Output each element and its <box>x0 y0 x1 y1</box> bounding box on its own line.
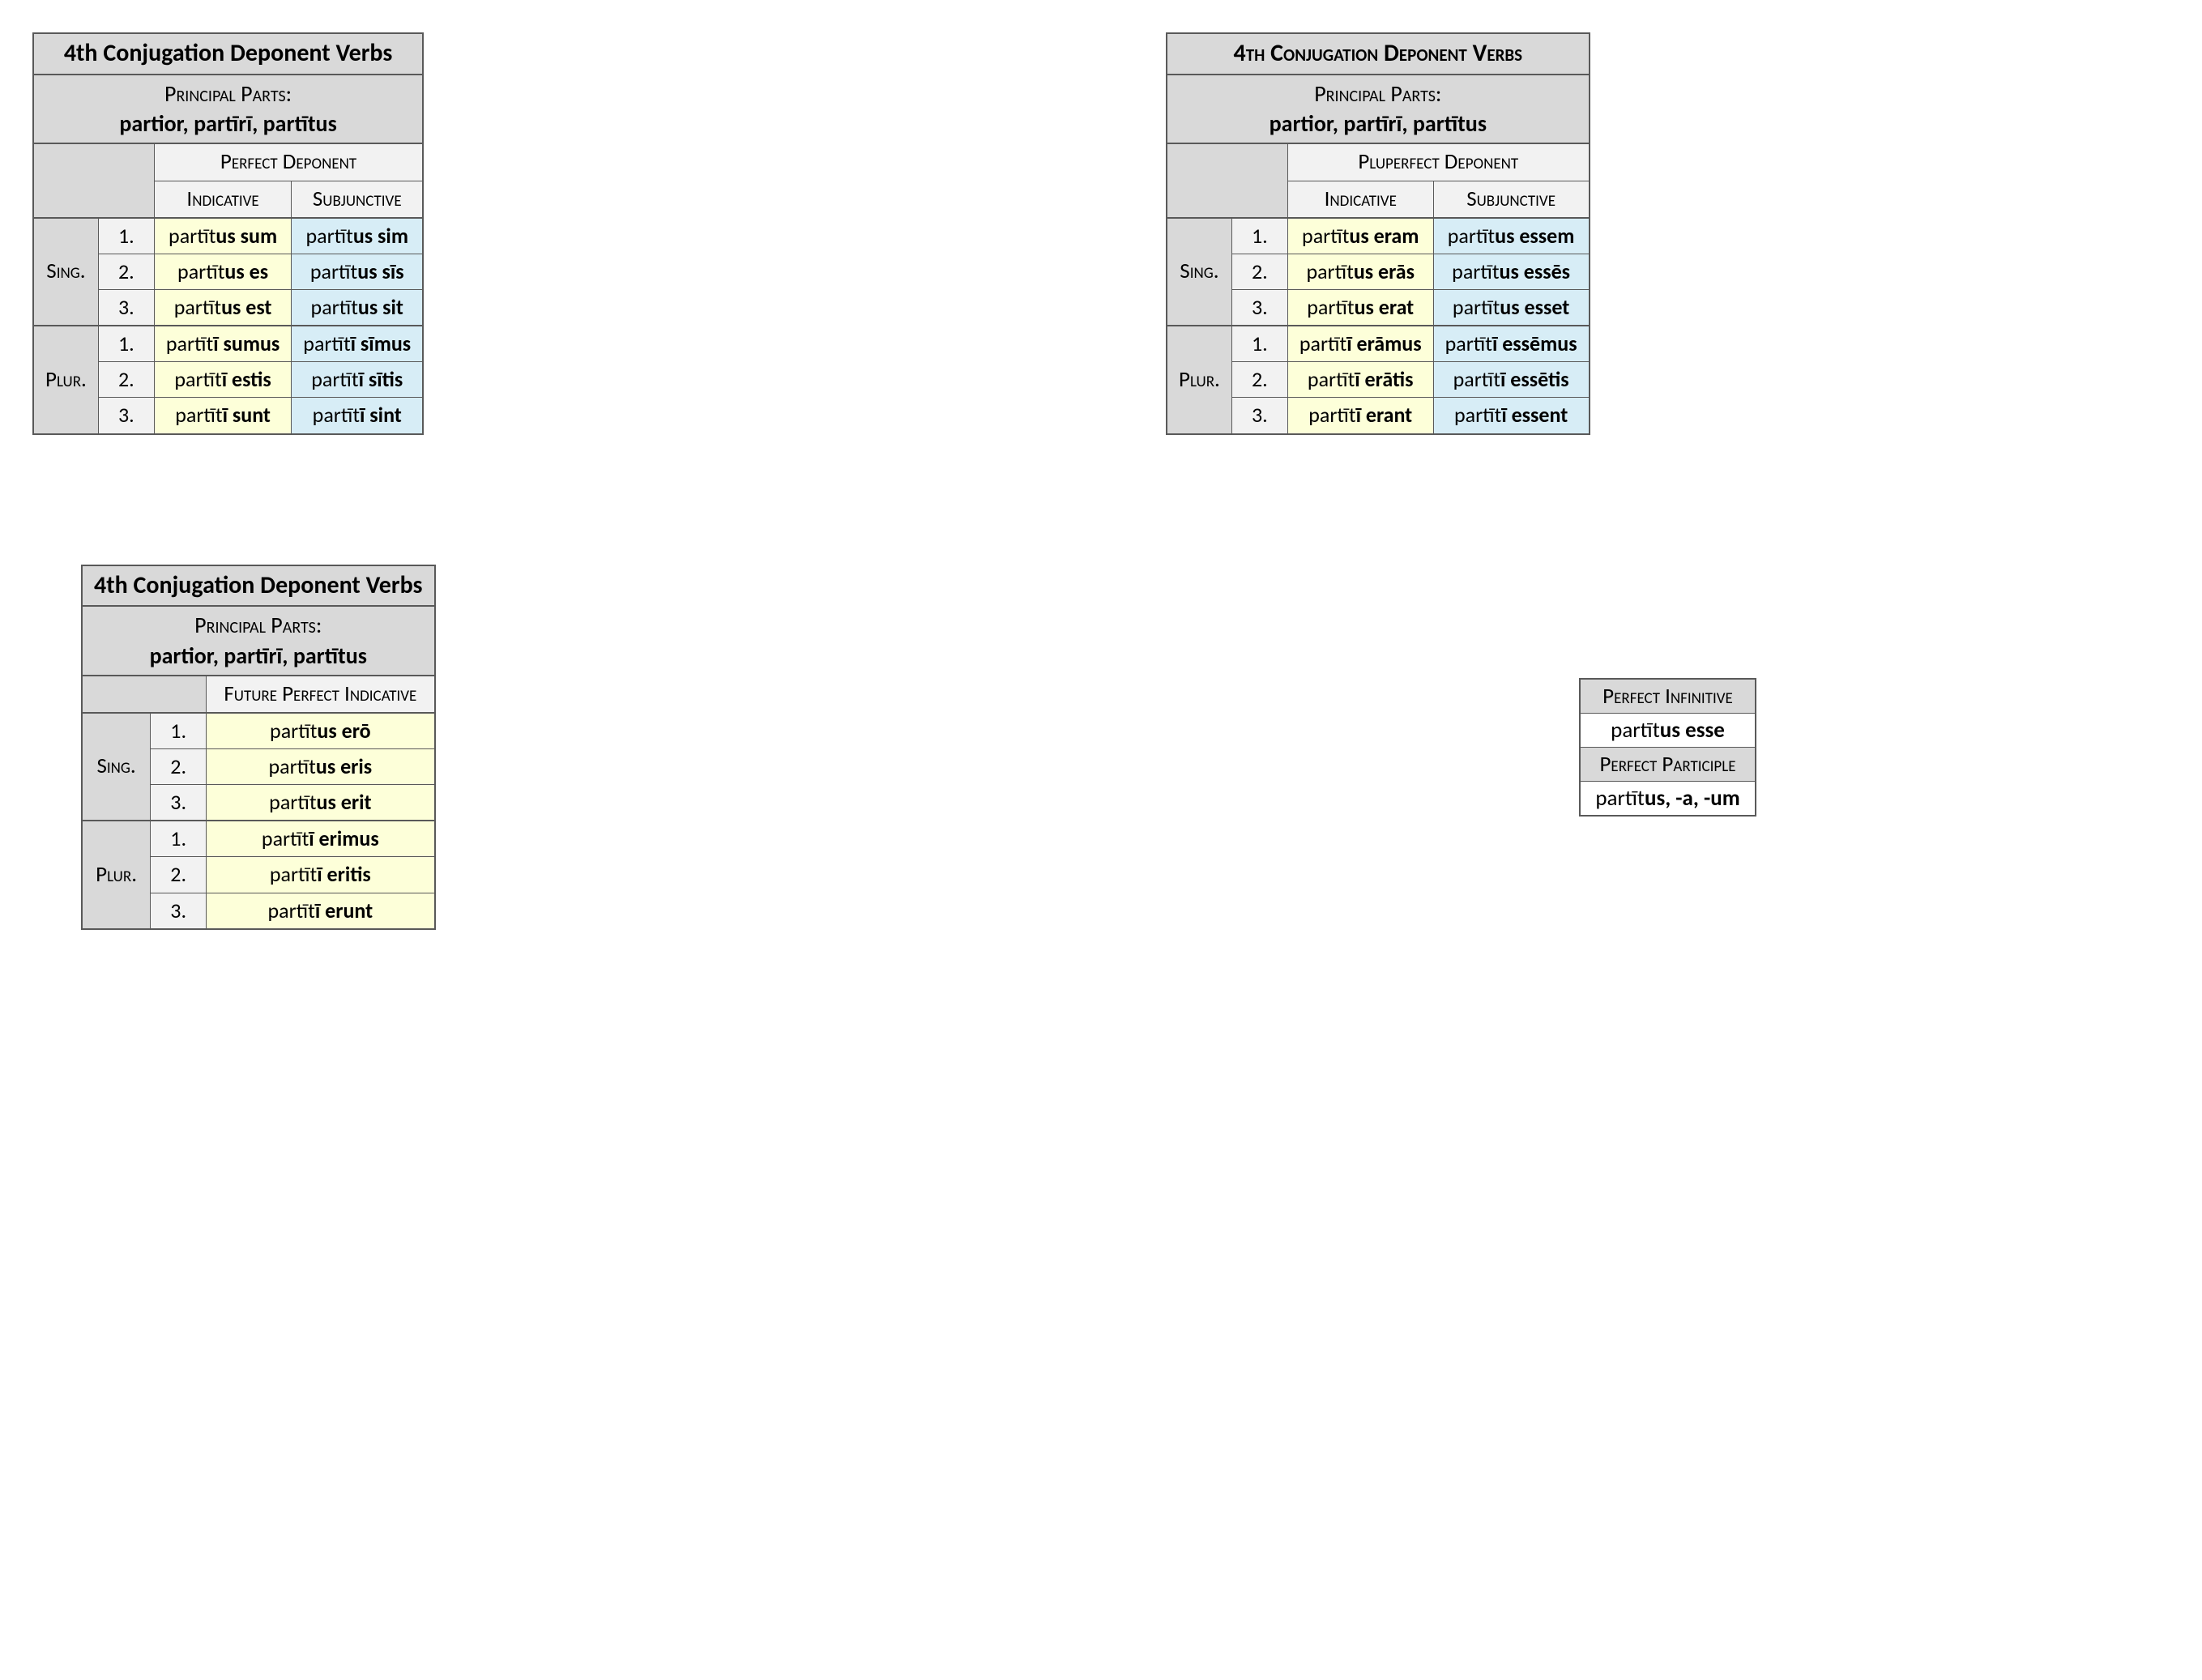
tense-header: Perfect Deponent <box>154 143 423 181</box>
principal-parts-label: Principal Parts: <box>45 79 411 109</box>
table-perfect: 4th Conjugation Deponent Verbs Principal… <box>32 32 424 435</box>
perfect-infinitive-value: partītus esse <box>1580 713 1755 747</box>
principal-parts: partior, partīrī, partītus <box>45 109 411 139</box>
person: 1. <box>98 218 154 254</box>
mood-indicative: Indicative <box>154 181 291 218</box>
cell-pluperfect: 4th Conjugation Deponent Verbs Principal… <box>1166 32 2170 435</box>
perfect-infinitive-label: Perfect Infinitive <box>1580 679 1755 714</box>
table-future-perfect: 4th Conjugation Deponent Verbs Principal… <box>81 565 436 930</box>
table-pluperfect: 4th Conjugation Deponent Verbs Principal… <box>1166 32 1590 435</box>
perfect-participle-label: Perfect Participle <box>1580 747 1755 781</box>
table-title: 4th Conjugation Deponent Verbs <box>64 38 393 68</box>
tense-header: Future Perfect Indicative <box>207 676 435 713</box>
number-sing: Sing. <box>33 218 98 326</box>
table-title: 4th Conjugation Deponent Verbs <box>1234 38 1523 68</box>
form-cell: partītus sim <box>292 218 423 254</box>
perfect-participle-value: partītus, -a, -um <box>1580 781 1755 816</box>
tense-header: Pluperfect Deponent <box>1287 143 1589 181</box>
cell-infinitive: Perfect Infinitive partītus esse Perfect… <box>1166 565 2170 930</box>
mood-subjunctive: Subjunctive <box>292 181 423 218</box>
form-cell: partītus sum <box>154 218 291 254</box>
cell-future-perfect: 4th Conjugation Deponent Verbs Principal… <box>32 565 1036 930</box>
table-infinitive: Perfect Infinitive partītus esse Perfect… <box>1579 678 1756 817</box>
number-plur: Plur. <box>33 326 98 433</box>
cell-perfect: 4th Conjugation Deponent Verbs Principal… <box>32 32 1036 435</box>
page-grid: 4th Conjugation Deponent Verbs Principal… <box>32 32 2170 930</box>
